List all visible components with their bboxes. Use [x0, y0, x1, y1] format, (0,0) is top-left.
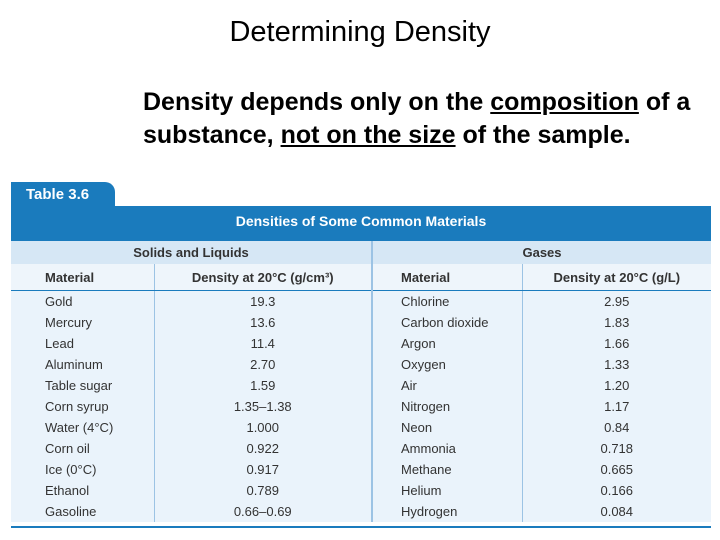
intro-part-5: of the sample.: [455, 121, 631, 149]
group-header-row: Solids and Liquids Gases: [11, 241, 712, 264]
group-solids-liquids: Solids and Liquids: [11, 241, 373, 264]
cell-density-gas: 0.084: [521, 501, 712, 522]
cell-material-gas: Carbon dioxide: [371, 312, 522, 333]
intro-composition: composition: [490, 88, 639, 116]
cell-density-gas: 1.20: [521, 375, 712, 396]
table-body: Gold 19.3 Chlorine 2.95 Mercury 13.6 Carbon di…: [11, 290, 712, 522]
caption-divider: [11, 237, 711, 241]
cell-density-solid: 11.4: [153, 333, 372, 354]
cell-density-gas: 0.718: [521, 438, 712, 459]
cell-density-gas: 1.33: [521, 354, 712, 375]
cell-density-gas: 0.84: [521, 417, 712, 438]
cell-density-solid: 1.59: [153, 375, 372, 396]
cell-material-gas: Argon: [371, 333, 522, 354]
cell-material-solid: Gold: [11, 290, 154, 312]
table-row: Corn oil 0.922 Ammonia 0.718: [11, 438, 712, 459]
intro-part-1: Density depends only on the: [143, 88, 491, 116]
col-header-density-solid: Density at 20°C (g/cm³): [153, 264, 372, 291]
cell-density-gas: 1.66: [521, 333, 712, 354]
table-row: Gasoline 0.66–0.69 Hydrogen 0.084: [11, 501, 712, 522]
cell-material-gas: Helium: [371, 480, 522, 501]
cell-density-solid: 13.6: [153, 312, 372, 333]
cell-density-solid: 19.3: [153, 290, 372, 312]
cell-density-solid: 0.66–0.69: [153, 501, 372, 522]
cell-material-gas: Nitrogen: [371, 396, 522, 417]
table-row: Ethanol 0.789 Helium 0.166: [11, 480, 712, 501]
group-gases: Gases: [372, 241, 712, 264]
cell-material-gas: Chlorine: [371, 290, 522, 312]
cell-density-solid: 1.000: [153, 417, 372, 438]
column-header-row: Material Density at 20°C (g/cm³) Materia…: [11, 264, 712, 291]
cell-material-gas: Hydrogen: [371, 501, 522, 522]
cell-density-solid: 0.922: [153, 438, 372, 459]
table-row: Lead 11.4 Argon 1.66: [11, 333, 712, 354]
table-row: Corn syrup 1.35–1.38 Nitrogen 1.17: [11, 396, 712, 417]
col-header-material-solid: Material: [11, 264, 154, 291]
cell-material-solid: Gasoline: [11, 501, 154, 522]
cell-material-gas: Methane: [371, 459, 522, 480]
table-row: Aluminum 2.70 Oxygen 1.33: [11, 354, 712, 375]
cell-density-gas: 1.17: [521, 396, 712, 417]
cell-density-gas: 2.95: [521, 290, 712, 312]
table-row: Water (4°C) 1.000 Neon 0.84: [11, 417, 712, 438]
intro-text: Density depends only on the composition …: [143, 86, 703, 152]
density-table-panel: Densities of Some Common Materials Solid…: [11, 206, 712, 528]
page-title: Determining Density: [229, 16, 491, 48]
cell-material-solid: Aluminum: [11, 354, 154, 375]
table-row: Ice (0°C) 0.917 Methane 0.665: [11, 459, 712, 480]
cell-material-solid: Mercury: [11, 312, 154, 333]
density-table: Solids and Liquids Gases Material Densit…: [11, 241, 712, 522]
cell-material-solid: Corn syrup: [11, 396, 154, 417]
cell-material-solid: Water (4°C): [11, 417, 154, 438]
cell-density-gas: 0.166: [521, 480, 712, 501]
cell-density-solid: 0.789: [153, 480, 372, 501]
table-row: Mercury 13.6 Carbon dioxide 1.83: [11, 312, 712, 333]
intro-part-3: of a substance,: [143, 88, 691, 149]
cell-material-solid: Ice (0°C): [11, 459, 154, 480]
cell-density-gas: 0.665: [521, 459, 712, 480]
col-header-density-gas: Density at 20°C (g/L): [521, 264, 712, 291]
cell-material-solid: Table sugar: [11, 375, 154, 396]
cell-density-solid: 0.917: [153, 459, 372, 480]
col-header-material-gas: Material: [371, 264, 522, 291]
table-row: Table sugar 1.59 Air 1.20: [11, 375, 712, 396]
cell-density-solid: 2.70: [153, 354, 372, 375]
cell-material-solid: Lead: [11, 333, 154, 354]
cell-material-gas: Neon: [371, 417, 522, 438]
table-caption: Densities of Some Common Materials: [11, 206, 711, 237]
cell-material-solid: Ethanol: [11, 480, 154, 501]
cell-density-gas: 1.83: [521, 312, 712, 333]
cell-material-gas: Ammonia: [371, 438, 522, 459]
cell-material-gas: Air: [371, 375, 522, 396]
cell-density-solid: 1.35–1.38: [153, 396, 372, 417]
table-number-tab: Table 3.6: [11, 182, 115, 207]
intro-not-on-size: not on the size: [280, 121, 456, 149]
cell-material-solid: Corn oil: [11, 438, 154, 459]
cell-material-gas: Oxygen: [371, 354, 522, 375]
table-row: Gold 19.3 Chlorine 2.95: [11, 290, 712, 312]
